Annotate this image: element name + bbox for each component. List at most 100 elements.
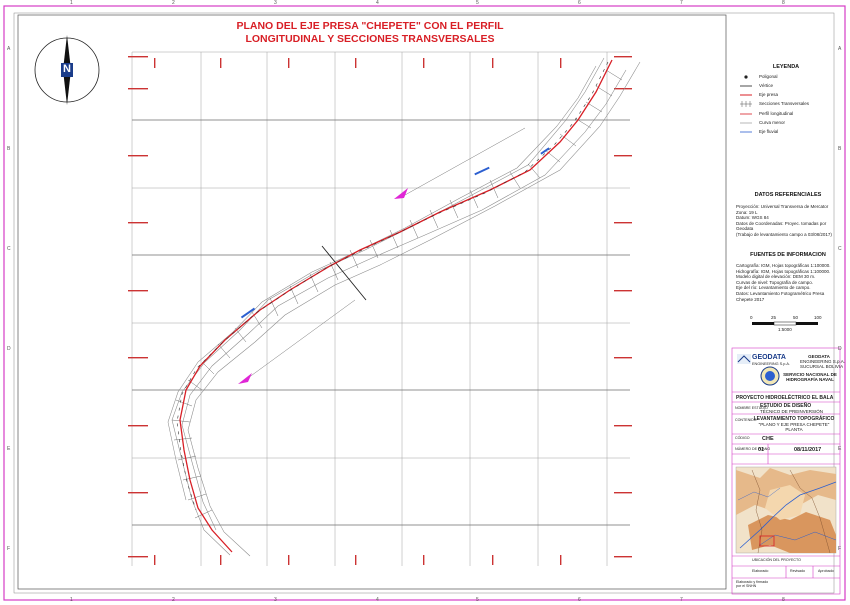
agency-seal-logo (760, 366, 780, 386)
column-label: 6 (578, 597, 581, 603)
bottom-cell: Aprobado (818, 569, 834, 573)
source-line: Modelo digital de elevación: DEM 30 m. (736, 274, 816, 280)
map-title-line-2: LONGITUDINAL Y SECCIONES TRANSVERSALES (245, 33, 495, 45)
column-label: 5 (476, 597, 479, 603)
flow-arrow-lower (238, 373, 252, 384)
column-label: 7 (680, 597, 683, 603)
reference-line: (Trabajo de levantamiento campo a 03/08/… (736, 231, 832, 237)
legend: LEYENDA (732, 64, 840, 70)
content-label: CONTENIDO (735, 418, 757, 422)
legend-item: Perfil longitudinal (759, 111, 794, 116)
row-label: A (838, 46, 842, 52)
legend-item: Poligonal (759, 74, 778, 79)
row-label: F (838, 546, 842, 552)
source-line: Hidrografía: IGM, Hojas topográficas 1:1… (736, 268, 831, 274)
column-label: 3 (274, 0, 277, 6)
code-label: CÓDIGO (735, 436, 750, 440)
study-line: TÉCNICO DE PREINVERSIÓN (760, 409, 824, 414)
legend-item: Curva menor (759, 120, 786, 125)
row-label: B (838, 146, 842, 152)
source-line: Cartografía: IGM, Hojas topográficas 1:1… (736, 263, 831, 268)
agency-line: HIDROGRAFÍA NAVAL (786, 377, 834, 382)
reference-data: DATOS REFERENCIALES Proyección: Universa… (736, 192, 840, 238)
source-line: Curvas de nivel: Topografía de campo. (736, 279, 813, 285)
company-right-line: GEODATA (808, 354, 830, 359)
inner-frame (13, 12, 835, 594)
sheet-label: NÚMERO DE PLANO (735, 447, 771, 451)
code-value: CHE (762, 436, 774, 442)
bottom-cell: Elaborado (752, 569, 769, 573)
river-label-upper (474, 166, 490, 176)
column-label: 8 (782, 597, 785, 603)
grid-tick-marks (128, 56, 632, 565)
legend-title: LEYENDA (772, 64, 800, 70)
row-label: A (7, 46, 11, 52)
reference-line: Zona: 19 L (736, 209, 758, 215)
flow-arrow-upper (394, 188, 408, 199)
map-frame (17, 14, 727, 590)
dam-axis (321, 245, 367, 301)
column-label: 3 (274, 597, 277, 603)
reference-line: Proyección: Universal Transversa de Merc… (736, 204, 829, 209)
source-line: Datos: Levantamiento Fotogramétrico Pres… (736, 290, 825, 302)
row-label: B (7, 146, 11, 152)
cross-sections (171, 69, 623, 519)
study-name: ESTUDIO DE DISEÑO TÉCNICO DE PREINVERSIÓ… (760, 403, 823, 414)
company-right-line: ENGINEERING S.p.A. (800, 359, 846, 364)
scale-ratio: 1:5000 (778, 327, 792, 332)
river-label-lower (240, 307, 256, 319)
column-label: 1 (70, 0, 73, 6)
north-label: N (63, 63, 71, 75)
bottom-cell: Revisado (790, 569, 805, 573)
column-label: 2 (172, 597, 175, 603)
source-line: Eje del río: Levantamiento de campo. (736, 285, 811, 291)
content-block: LEVANTAMIENTO TOPOGRÁFICO "PLANO Y EJE P… (752, 416, 836, 432)
study-label: NOMBRE ESTUDIO (735, 406, 768, 410)
location-map (735, 466, 837, 554)
legend-items: Poligonal Vértice Eje presa Secciones Tr… (736, 73, 840, 143)
outer-frame (3, 5, 846, 601)
project-name: PROYECTO HIDROELÉCTRICO EL BALA (736, 395, 834, 401)
company-right-line: SUCURSAL BOLIVIA (800, 364, 844, 369)
column-label: 6 (578, 0, 581, 6)
north-arrow-icon (34, 35, 100, 105)
contour-lines (167, 57, 641, 557)
column-label: 4 (376, 0, 379, 6)
geodata-logo (737, 354, 751, 364)
content-line: LEVANTAMIENTO TOPOGRÁFICO (753, 416, 835, 422)
legend-symbols (740, 75, 752, 133)
reference-line: Datum: WGS 84 (736, 215, 769, 221)
column-label: 7 (680, 0, 683, 6)
bottom-note: Elaborado y firmado por el SNHN (736, 580, 769, 588)
company-block: GEODATA ENGINEERING S.p.A. SUCURSAL BOLI… (800, 354, 846, 369)
reference-data-title: DATOS REFERENCIALES (754, 192, 822, 198)
study-line: ESTUDIO DE DISEÑO (760, 403, 812, 409)
column-label: 1 (70, 597, 73, 603)
legend-item: Eje fluvial (759, 129, 779, 134)
content-line: PLANTA (785, 427, 803, 432)
traverse-line (176, 61, 609, 511)
scale-label: 0 (750, 315, 753, 320)
column-label: 2 (172, 0, 175, 6)
company-name: GEODATA (752, 354, 786, 361)
row-label: D (838, 346, 842, 352)
drawing-date: 08/11/2017 (794, 447, 822, 453)
scale-label: 100 (814, 315, 822, 320)
row-label: D (7, 346, 11, 352)
row-label: E (838, 446, 842, 452)
sheet-number: 01 (758, 447, 765, 453)
scale-label: 25 (771, 315, 777, 320)
scale-bar (752, 321, 818, 326)
legend-item: Secciones Transversales (759, 101, 810, 106)
row-label: C (838, 246, 842, 252)
company-subtitle: ENGINEERING S.p.A. (752, 362, 790, 366)
coordinate-grid (131, 51, 630, 566)
column-label: 4 (376, 597, 379, 603)
row-label: C (7, 246, 11, 252)
agency-block: SERVICIO NACIONAL DE HIDROGRAFÍA NAVAL (782, 372, 838, 382)
scale-label: 50 (793, 315, 799, 320)
reference-line: Datos de Coordenadas: Proyec. tomadas po… (736, 220, 827, 232)
agency-line: SERVICIO NACIONAL DE (783, 372, 837, 377)
